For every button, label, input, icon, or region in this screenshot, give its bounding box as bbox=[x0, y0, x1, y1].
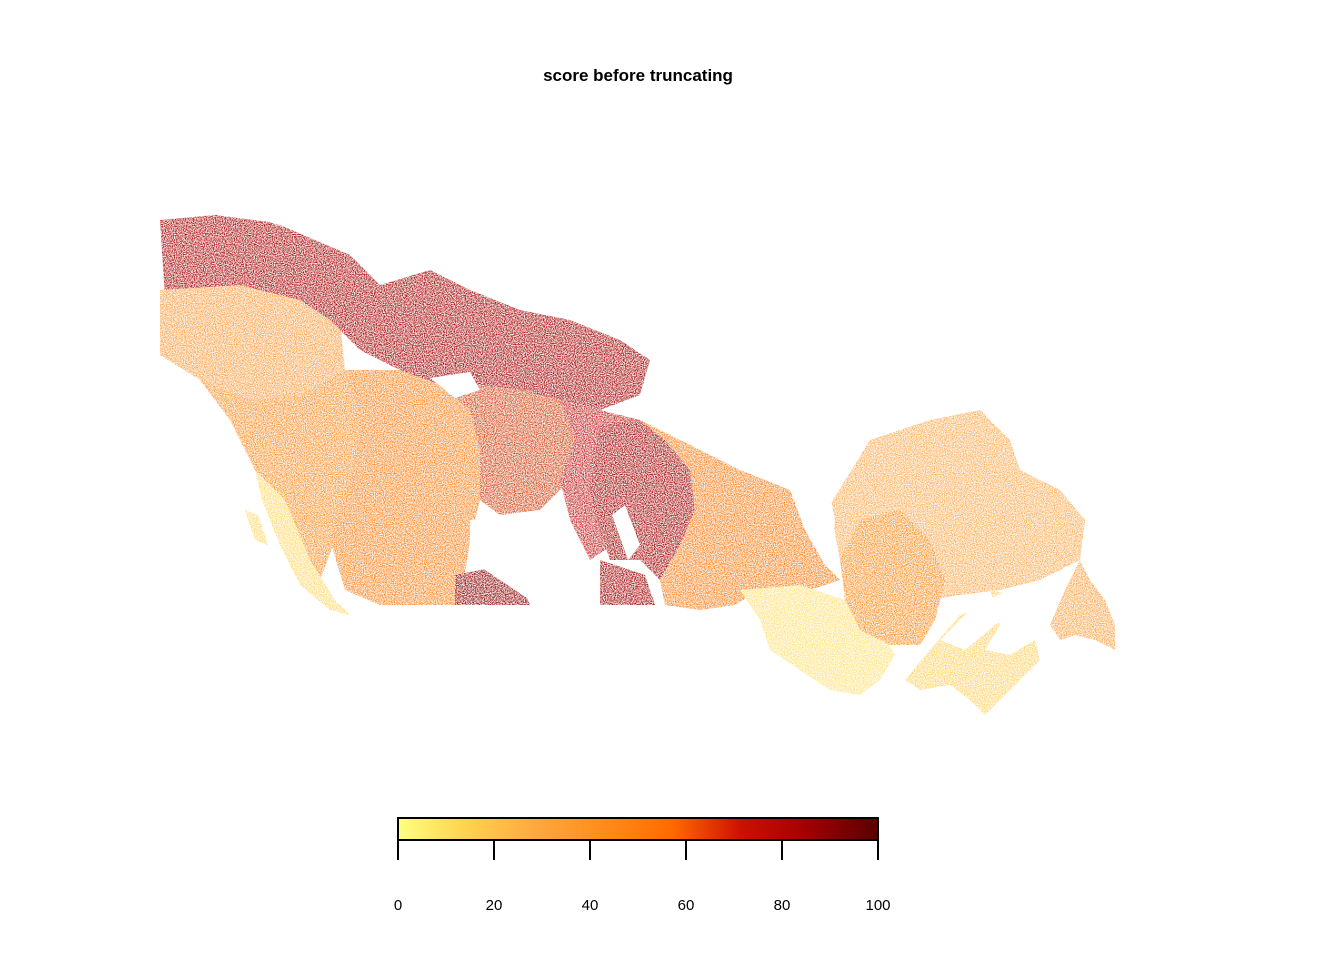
page-title: score before truncating bbox=[543, 66, 733, 85]
region-nwt bbox=[215, 215, 650, 410]
lake-winnipeg bbox=[612, 505, 640, 560]
region-bc-interior bbox=[200, 370, 360, 580]
region-maritimes bbox=[905, 590, 1040, 715]
colorbar-tick-label: 60 bbox=[678, 897, 695, 914]
colorbar-ticks: 0 20 40 60 80 100 bbox=[394, 840, 891, 914]
colorbar bbox=[397, 817, 879, 841]
colorbar-tick-label: 80 bbox=[774, 897, 791, 914]
colorbar-tick-label: 40 bbox=[582, 897, 599, 914]
region-bc-south bbox=[245, 470, 350, 615]
region-quebec-south bbox=[840, 510, 945, 645]
region-ontario-north bbox=[640, 420, 840, 610]
hudson-bay-gap bbox=[470, 510, 575, 600]
region-yukon-south bbox=[160, 285, 345, 400]
st-lawrence-gulf bbox=[940, 590, 1030, 650]
colorbar-tick-label: 100 bbox=[865, 897, 890, 914]
region-alberta bbox=[330, 370, 480, 605]
colorbar-tick-label: 20 bbox=[486, 897, 503, 914]
lake-great-bear bbox=[430, 372, 480, 398]
region-sask-north bbox=[440, 385, 575, 515]
region-manitoba-east bbox=[590, 420, 695, 605]
colorbar-tick-label: 0 bbox=[394, 897, 402, 914]
region-newfoundland bbox=[1050, 560, 1115, 650]
james-bay bbox=[805, 470, 835, 560]
